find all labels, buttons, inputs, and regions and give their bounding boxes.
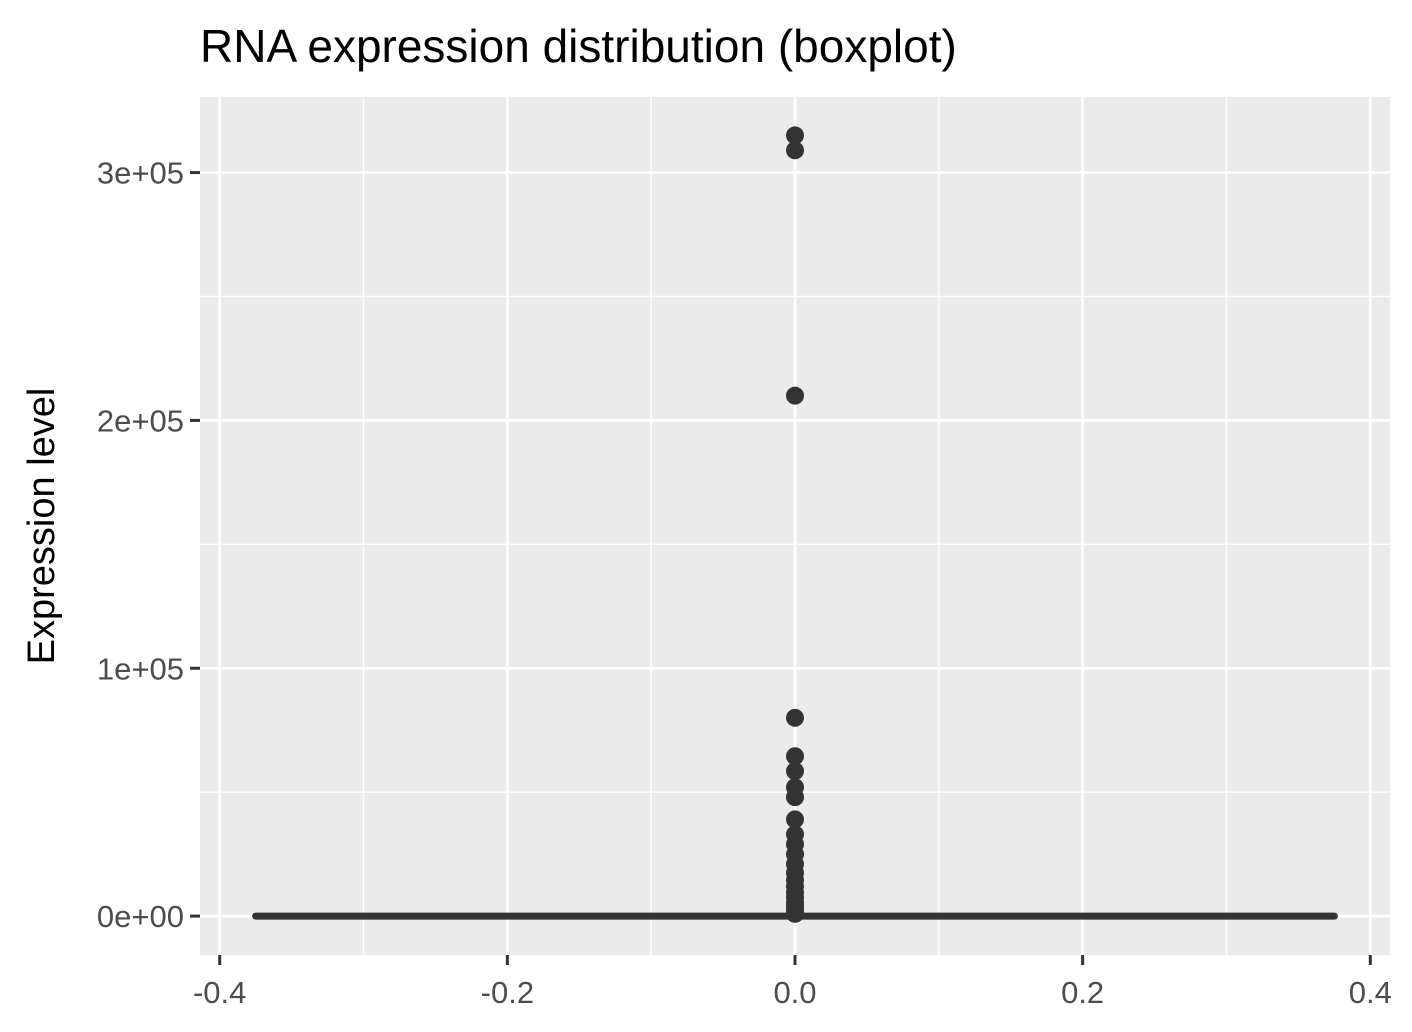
x-tick-label: -0.4: [193, 975, 246, 1010]
outlier-point: [786, 810, 804, 829]
x-axis: -0.4 -0.2 0.0 0.2 0.4: [193, 955, 1392, 1010]
y-tick-label: 2e+05: [97, 403, 184, 438]
x-tick-label: 0.2: [1061, 975, 1104, 1010]
outlier-point: [786, 762, 804, 781]
chart-title: RNA expression distribution (boxplot): [200, 20, 957, 72]
outlier-point: [786, 904, 804, 923]
outlier-point: [786, 386, 804, 405]
outlier-point: [786, 747, 804, 766]
y-axis: 0e+00 1e+05 2e+05 3e+05: [97, 156, 200, 934]
outlier-point: [786, 126, 804, 145]
x-tick-label: -0.2: [481, 975, 534, 1010]
y-tick-label: 0e+00: [97, 899, 184, 934]
y-tick-label: 1e+05: [97, 651, 184, 686]
y-tick-label: 3e+05: [97, 156, 184, 191]
outlier-point: [786, 141, 804, 160]
outlier-point: [786, 788, 804, 807]
outlier-point: [786, 708, 804, 727]
x-tick-label: 0.0: [773, 975, 816, 1010]
x-tick-label: 0.4: [1349, 975, 1392, 1010]
y-axis-title: Expression level: [21, 388, 63, 665]
outlier-points: [786, 126, 804, 923]
